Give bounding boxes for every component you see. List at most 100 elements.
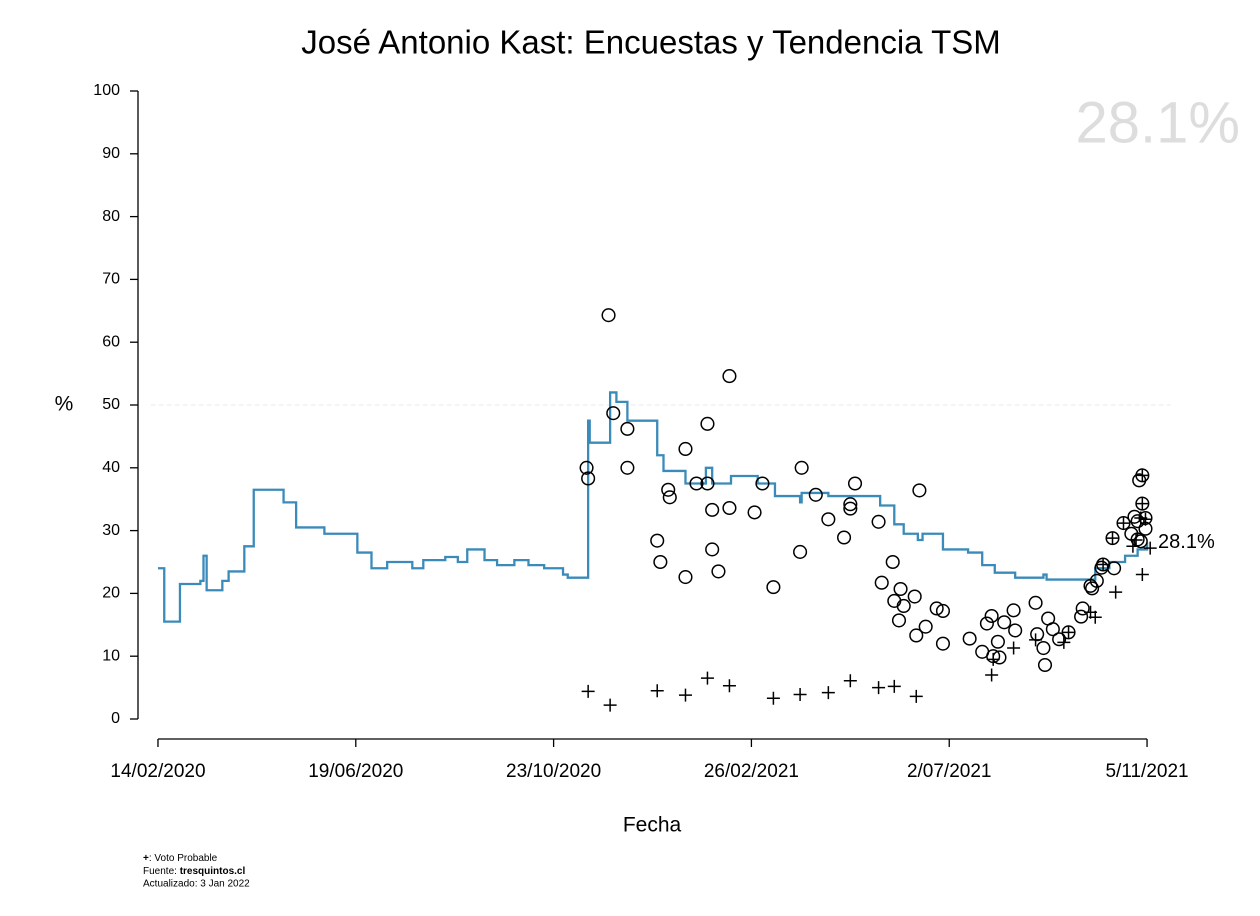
poll-point — [579, 460, 594, 475]
x-tick-label: 23/10/2020 — [506, 761, 601, 782]
footer-symbol: + — [143, 853, 149, 864]
probable-vote-point — [909, 689, 923, 703]
poll-point — [747, 505, 762, 520]
poll-point — [885, 554, 900, 570]
poll-point — [620, 460, 635, 475]
poll-point — [843, 501, 858, 516]
poll-point — [1030, 627, 1045, 642]
probable-vote-point — [1117, 516, 1130, 530]
footer-updated: Actualizado: 3 Jan 2022 — [143, 879, 250, 890]
y-tick-label: 60 — [102, 333, 120, 350]
poll-point — [929, 601, 944, 616]
probable-vote-point — [843, 674, 857, 688]
poll-point — [1075, 601, 1090, 616]
poll-point — [912, 483, 927, 498]
probable-vote-point — [1135, 468, 1149, 482]
poll-point — [1085, 581, 1100, 596]
poll-point — [794, 460, 809, 475]
y-tick-label: 70 — [102, 271, 120, 288]
poll-point — [700, 416, 715, 431]
x-axis-label: Fecha — [623, 814, 682, 837]
poll-point — [935, 603, 951, 619]
x-tick-label: 19/06/2020 — [308, 761, 403, 782]
x-tick-label: 5/11/2021 — [1105, 761, 1188, 782]
poll-point — [918, 619, 933, 634]
x-tick-label: 26/02/2021 — [704, 761, 799, 782]
poll-point — [662, 490, 677, 505]
probable-vote-point — [1109, 585, 1123, 599]
poll-point — [1089, 573, 1104, 588]
poll-point — [705, 502, 720, 517]
y-tick-label: 0 — [111, 710, 120, 727]
poll-point — [893, 581, 908, 597]
probable-vote-point — [722, 679, 736, 693]
probable-vote-point — [1129, 533, 1143, 547]
poll-point — [700, 476, 715, 491]
poll-point — [990, 634, 1005, 649]
poll-point — [722, 500, 737, 516]
probable-vote-point — [650, 684, 664, 698]
poll-point — [620, 421, 635, 436]
poll-point — [984, 608, 999, 624]
chart-title: José Antonio Kast: Encuestas y Tendencia… — [301, 24, 1001, 61]
poll-point — [581, 471, 596, 486]
poll-point — [678, 441, 693, 457]
y-axis-label: % — [55, 393, 74, 416]
watermark: 28.1% — [1076, 90, 1240, 155]
x-tick-label: 14/02/2020 — [110, 761, 205, 782]
footer-source: Fuente: tresquintos.cl — [143, 866, 245, 877]
poll-point — [843, 497, 858, 512]
footer-note: +: Voto Probable — [143, 853, 218, 864]
poll-point — [907, 589, 922, 604]
probable-vote-point — [603, 698, 617, 712]
poll-point — [711, 564, 726, 579]
poll-point — [1045, 622, 1060, 637]
y-tick-label: 10 — [102, 647, 120, 664]
probable-vote-point — [1057, 635, 1071, 649]
x-tick-label: 2/07/2021 — [907, 761, 992, 782]
poll-point — [891, 613, 907, 628]
trend-end-label: 28.1% — [1158, 531, 1215, 553]
probable-vote-point — [985, 668, 999, 682]
probable-vote-point — [793, 688, 807, 702]
poll-point — [887, 593, 902, 608]
probable-vote-point — [678, 688, 692, 702]
poll-point — [722, 369, 737, 384]
probable-vote-point — [1106, 531, 1120, 545]
poll-point — [689, 476, 704, 491]
footer-source-label: Fuente: — [143, 866, 180, 877]
y-tick-label: 40 — [102, 459, 120, 476]
poll-point — [909, 628, 924, 643]
poll-point — [1074, 609, 1089, 624]
y-tick-label: 50 — [102, 396, 120, 413]
probable-vote-point — [1029, 633, 1043, 647]
poll-point — [653, 554, 668, 570]
trend-line — [157, 391, 1149, 623]
poll-point — [1133, 534, 1148, 549]
y-tick-label: 20 — [102, 585, 120, 602]
poll-point — [874, 575, 889, 590]
poll-point — [821, 512, 836, 527]
poll-point — [847, 476, 863, 491]
probable-vote-point — [1143, 541, 1157, 555]
poll-point — [871, 514, 886, 529]
poll-point — [755, 476, 770, 491]
poll-point — [808, 487, 823, 502]
probable-vote-point — [1007, 641, 1021, 655]
poll-point — [1107, 561, 1122, 576]
poll-point — [935, 636, 951, 651]
poll-point — [606, 406, 621, 421]
y-tick-label: 100 — [93, 82, 120, 99]
poll-point — [1130, 514, 1145, 529]
probable-vote-point — [766, 691, 780, 705]
poll-point — [793, 544, 808, 560]
poll-point — [661, 482, 676, 497]
probable-vote-point — [1126, 539, 1140, 553]
poll-point — [836, 530, 852, 545]
poll-point — [1006, 603, 1021, 618]
footer-source-link: tresquintos.cl — [180, 866, 246, 877]
poll-point — [1037, 657, 1053, 673]
poll-point — [962, 631, 977, 646]
poll-point — [896, 598, 911, 614]
